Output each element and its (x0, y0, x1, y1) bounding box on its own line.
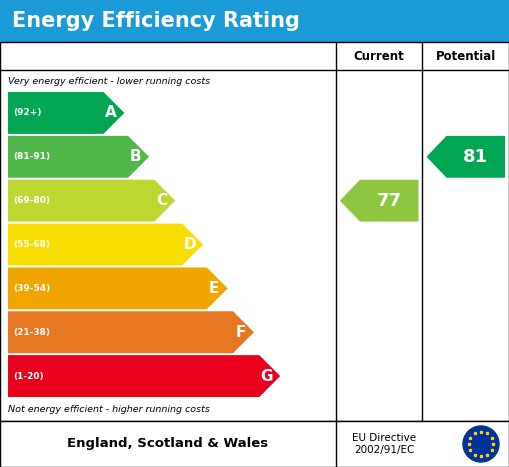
Text: Not energy efficient - higher running costs: Not energy efficient - higher running co… (8, 405, 210, 415)
Text: (21-38): (21-38) (13, 328, 50, 337)
Bar (0, 0, 509, 42)
Text: E: E (209, 281, 219, 296)
Text: B: B (130, 149, 141, 164)
Circle shape (463, 426, 499, 462)
Bar (0, 42, 509, 421)
Text: (1-20): (1-20) (13, 372, 44, 381)
Text: (69-80): (69-80) (13, 196, 50, 205)
Text: Current: Current (354, 50, 405, 63)
Text: (39-54): (39-54) (13, 284, 50, 293)
Text: (92+): (92+) (13, 108, 42, 117)
Polygon shape (340, 180, 418, 221)
Text: Energy Efficiency Rating: Energy Efficiency Rating (12, 11, 300, 31)
Text: EU Directive
2002/91/EC: EU Directive 2002/91/EC (352, 433, 416, 455)
Polygon shape (427, 136, 505, 178)
Text: C: C (156, 193, 167, 208)
Text: Potential: Potential (436, 50, 496, 63)
Text: (55-68): (55-68) (13, 240, 50, 249)
Text: F: F (235, 325, 245, 340)
Polygon shape (8, 136, 149, 178)
Text: A: A (105, 106, 117, 120)
Polygon shape (8, 180, 175, 221)
Text: G: G (260, 368, 273, 383)
Text: D: D (183, 237, 196, 252)
Polygon shape (8, 311, 254, 353)
Text: (81-91): (81-91) (13, 152, 50, 161)
Bar (0, 421, 509, 467)
Text: England, Scotland & Wales: England, Scotland & Wales (67, 438, 269, 451)
Text: 77: 77 (377, 191, 402, 210)
Text: 81: 81 (463, 148, 488, 166)
Text: Very energy efficient - lower running costs: Very energy efficient - lower running co… (8, 77, 210, 85)
Polygon shape (8, 355, 280, 397)
Polygon shape (8, 268, 228, 309)
Polygon shape (8, 92, 124, 134)
Polygon shape (8, 224, 203, 265)
